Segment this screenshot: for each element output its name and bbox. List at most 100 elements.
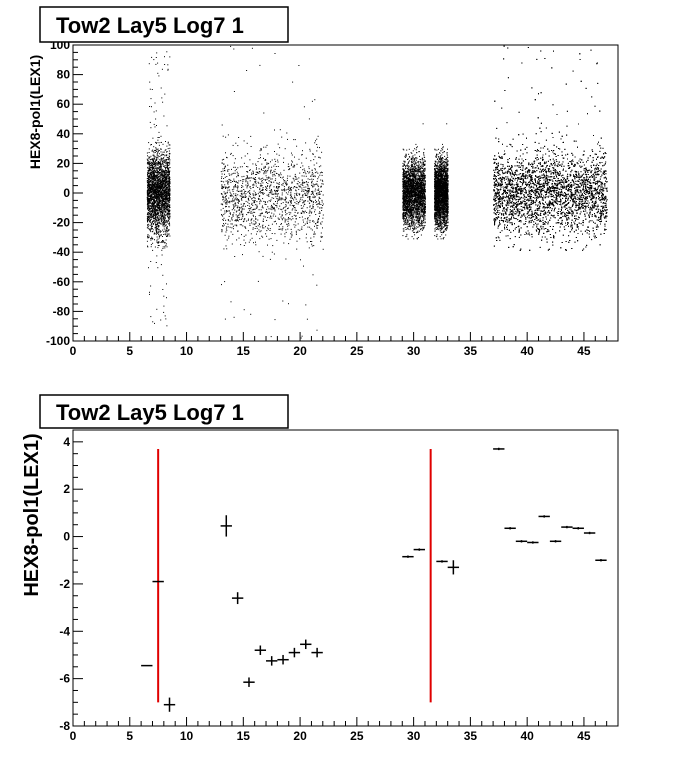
scatter-point [154, 162, 156, 164]
scatter-point [154, 203, 156, 205]
scatter-point [229, 200, 231, 202]
scatter-point [305, 186, 307, 188]
scatter-point [166, 325, 168, 327]
scatter-point [298, 188, 300, 190]
scatter-point [262, 192, 264, 193]
scatter-point [292, 166, 294, 168]
scatter-point [161, 249, 163, 251]
scatter-point [148, 169, 150, 170]
scatter-point [259, 178, 261, 180]
scatter-point [164, 217, 166, 219]
scatter-point [424, 165, 426, 166]
scatter-point [318, 176, 320, 178]
scatter-point [153, 157, 155, 159]
scatter-point [235, 196, 237, 198]
scatter-point [157, 188, 159, 190]
scatter-point [318, 199, 319, 201]
scatter-point [273, 221, 275, 223]
scatter-point [320, 179, 322, 181]
scatter-point [150, 194, 152, 196]
scatter-point [164, 211, 166, 213]
scatter-point [250, 188, 252, 190]
scatter-point [259, 238, 261, 240]
scatter-point [221, 173, 223, 175]
scatter-point [237, 188, 239, 190]
scatter-point [160, 223, 162, 225]
scatter-point [165, 149, 167, 151]
scatter-point [158, 241, 160, 243]
scatter-point [168, 183, 170, 185]
scatter-point [239, 208, 240, 210]
scatter-point [287, 175, 289, 177]
scatter-point [147, 210, 149, 211]
scatter-point [153, 176, 155, 178]
scatter-point [153, 233, 155, 235]
scatter-point [301, 189, 303, 191]
scatter-point [298, 185, 300, 187]
scatter-point [408, 178, 410, 180]
scatter-point [223, 217, 225, 219]
scatter-point [246, 214, 248, 216]
scatter-point [253, 194, 255, 196]
scatter-point [235, 193, 237, 195]
scatter-point [150, 163, 152, 165]
scatter-point [164, 195, 166, 197]
scatter-point [246, 142, 248, 144]
scatter-point [277, 198, 279, 200]
scatter-point [262, 193, 264, 195]
scatter-point [316, 227, 318, 229]
scatter-point [283, 181, 285, 183]
scatter-point [164, 179, 166, 181]
scatter-point [156, 179, 158, 181]
scatter-point [310, 212, 312, 214]
scatter-point [147, 184, 149, 186]
scatter-point [272, 175, 274, 177]
scatter-point [314, 209, 316, 211]
scatter-point [152, 242, 154, 244]
scatter-point [167, 172, 169, 174]
scatter-point [269, 258, 271, 260]
scatter-point [223, 158, 225, 160]
scatter-point [167, 208, 169, 210]
scatter-point [147, 199, 148, 201]
scatter-point [150, 181, 152, 182]
scatter-point [252, 200, 254, 201]
scatter-point [311, 208, 313, 210]
scatter-point [238, 237, 240, 239]
scatter-point [414, 168, 416, 170]
scatter-point [168, 194, 170, 196]
scatter-point [167, 193, 169, 194]
scatter-point [417, 174, 419, 176]
scatter-point [267, 201, 269, 203]
scatter-point [295, 215, 296, 217]
scatter-point [163, 175, 164, 177]
scatter-point [156, 169, 158, 171]
scatter-point [227, 180, 229, 182]
scatter-point [149, 189, 151, 191]
scatter-point [255, 181, 257, 183]
scatter-point [146, 190, 148, 192]
scatter-point [165, 163, 167, 165]
scatter-point [163, 183, 165, 185]
scatter-point [418, 215, 420, 217]
scatter-point [158, 245, 160, 246]
scatter-point [166, 202, 168, 204]
scatter-point [150, 181, 151, 183]
scatter-point [293, 214, 295, 216]
scatter-point [268, 193, 270, 195]
scatter-point [265, 186, 266, 188]
scatter-point [157, 214, 159, 216]
scatter-point [158, 197, 160, 199]
scatter-point [163, 200, 165, 202]
scatter-point [411, 225, 413, 227]
scatter-point [260, 230, 262, 232]
scatter-point [278, 173, 280, 175]
scatter-point [162, 197, 164, 199]
scatter-point [240, 224, 242, 226]
scatter-point [166, 193, 168, 195]
scatter-point [148, 157, 150, 159]
scatter-point [320, 240, 322, 242]
top-cluster [220, 45, 324, 339]
scatter-point [306, 207, 308, 209]
scatter-point [157, 188, 159, 190]
